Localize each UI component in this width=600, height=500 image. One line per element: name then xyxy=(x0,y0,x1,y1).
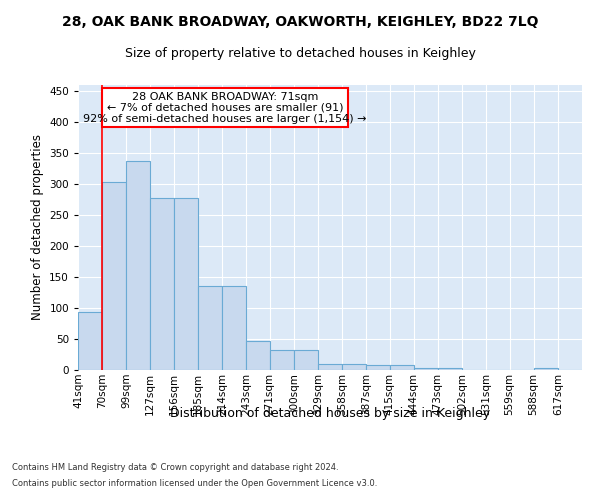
Bar xyxy=(366,365,389,370)
Bar xyxy=(294,350,318,370)
Bar xyxy=(246,341,269,370)
Text: 28, OAK BANK BROADWAY, OAKWORTH, KEIGHLEY, BD22 7LQ: 28, OAK BANK BROADWAY, OAKWORTH, KEIGHLE… xyxy=(62,15,538,29)
Bar xyxy=(533,368,558,370)
Text: ← 7% of detached houses are smaller (91): ← 7% of detached houses are smaller (91) xyxy=(107,102,343,113)
Text: 28 OAK BANK BROADWAY: 71sqm: 28 OAK BANK BROADWAY: 71sqm xyxy=(132,92,318,102)
Text: Size of property relative to detached houses in Keighley: Size of property relative to detached ho… xyxy=(125,48,475,60)
Bar xyxy=(414,368,438,370)
Bar xyxy=(78,312,102,370)
Bar xyxy=(438,368,462,370)
Bar xyxy=(318,364,342,370)
Text: Contains public sector information licensed under the Open Government Licence v3: Contains public sector information licen… xyxy=(12,479,377,488)
Text: Distribution of detached houses by size in Keighley: Distribution of detached houses by size … xyxy=(170,408,490,420)
Text: 92% of semi-detached houses are larger (1,154) →: 92% of semi-detached houses are larger (… xyxy=(83,114,367,124)
Bar xyxy=(389,365,414,370)
Bar xyxy=(198,286,222,370)
Bar xyxy=(102,88,348,126)
Bar xyxy=(269,350,294,370)
Text: Contains HM Land Registry data © Crown copyright and database right 2024.: Contains HM Land Registry data © Crown c… xyxy=(12,462,338,471)
Bar xyxy=(174,198,198,370)
Bar xyxy=(149,198,174,370)
Y-axis label: Number of detached properties: Number of detached properties xyxy=(31,134,44,320)
Bar xyxy=(127,160,149,370)
Bar xyxy=(222,286,246,370)
Bar xyxy=(342,364,366,370)
Bar xyxy=(102,182,127,370)
